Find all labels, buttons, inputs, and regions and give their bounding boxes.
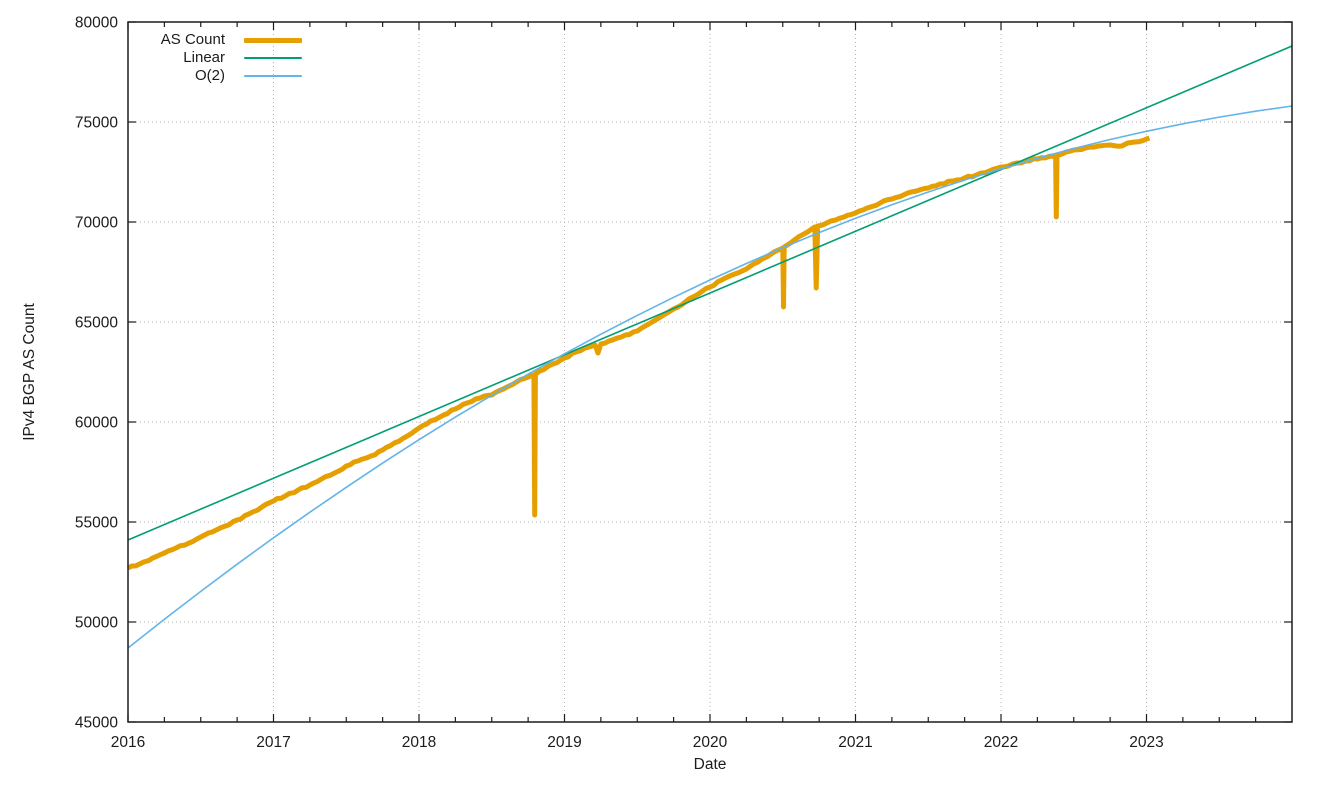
legend-line-sample-o-2 <box>244 75 302 77</box>
x-tick-label-2016: 2016 <box>111 734 145 751</box>
y-tick-label-55000: 55000 <box>75 515 118 532</box>
legend-row-as-count: AS Count <box>126 31 302 49</box>
y-tick-label-60000: 60000 <box>75 415 118 432</box>
legend-row-linear: Linear <box>126 49 302 67</box>
y-axis-title: IPv4 BGP AS Count <box>21 303 38 441</box>
y-tick-label-50000: 50000 <box>75 615 118 632</box>
legend-label-as-count: AS Count <box>160 31 225 48</box>
series-line-as-count <box>126 135 1151 571</box>
legend: AS Count Linear O(2) <box>126 31 302 85</box>
x-tick-label-2019: 2019 <box>547 734 581 751</box>
y-tick-label-70000: 70000 <box>75 215 118 232</box>
legend-label-linear: Linear <box>183 49 225 66</box>
x-axis-title: Date <box>693 756 727 773</box>
legend-row-o-2: O(2) <box>126 67 302 85</box>
plot-border <box>127 21 1293 723</box>
series-line-linear <box>127 45 1293 541</box>
x-tick-label-2020: 2020 <box>693 734 728 751</box>
legend-label-o-2: O(2) <box>195 67 225 84</box>
x-tick-label-2023: 2023 <box>1129 734 1163 751</box>
series-line-o-2 <box>127 105 1293 649</box>
y-tick-label-65000: 65000 <box>75 315 118 332</box>
x-tick-label-2018: 2018 <box>402 734 436 751</box>
x-tick-label-2021: 2021 <box>838 734 872 751</box>
x-tick-label-2022: 2022 <box>984 734 1018 751</box>
x-tick-label-2017: 2017 <box>256 734 290 751</box>
y-tick-label-75000: 75000 <box>75 115 118 132</box>
legend-line-sample-as-count <box>244 37 302 43</box>
y-tick-label-80000: 80000 <box>75 15 118 32</box>
y-tick-label-45000: 45000 <box>75 715 118 732</box>
legend-line-sample-linear <box>244 57 302 59</box>
